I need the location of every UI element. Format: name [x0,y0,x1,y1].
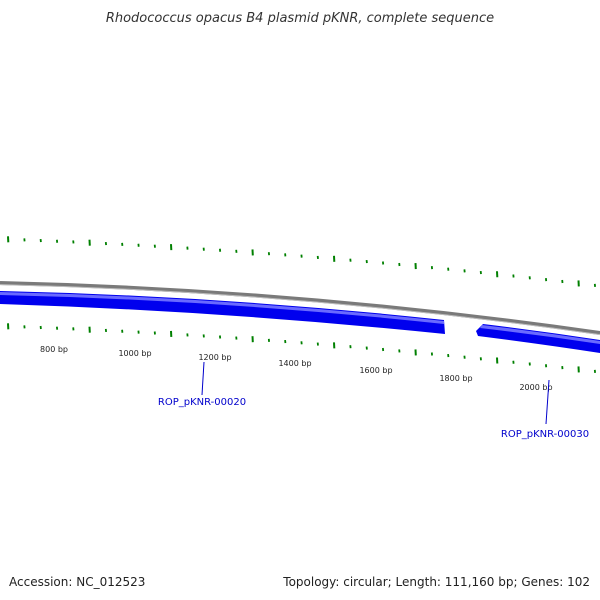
gene-arrow[interactable] [476,324,600,353]
scale-label: 1400 bp [278,359,311,368]
scale-label: 1800 bp [439,374,472,383]
scale-label: 1600 bp [359,366,392,375]
map-title: Rhodococcus opacus B4 plasmid pKNR, comp… [105,11,495,26]
gene-label[interactable]: ROP_pKNR-00030 [501,429,589,440]
accession-text: Accession: NC_012523 [9,575,146,589]
backbone-inner-line [0,284,600,336]
outer-tick-track [7,236,596,287]
scale-label: 2000 bp [519,383,552,392]
inner-tick-track [7,323,596,373]
gene-label[interactable]: ROP_pKNR-00020 [158,397,246,408]
scale-label: 1000 bp [118,349,151,358]
gene-arrow-highlight [480,325,600,344]
scale-label: 800 bp [40,345,68,354]
gene-arrow-highlight [0,292,444,324]
scale-labels: 800 bp 1000 bp 1200 bp 1400 bp 1600 bp 1800 b… [40,345,553,392]
gene-rop-pknr-00020[interactable] [0,291,445,334]
gene-rop-pknr-00030[interactable] [476,324,600,353]
backbone-outer-line [0,281,600,335]
gene-label-leader [201,361,205,396]
sequence-summary: Topology: circular; Length: 111,160 bp; … [283,575,590,589]
gene-label-leader [545,379,550,425]
scale-label: 1200 bp [198,353,231,362]
gene-arrow[interactable] [0,291,445,334]
